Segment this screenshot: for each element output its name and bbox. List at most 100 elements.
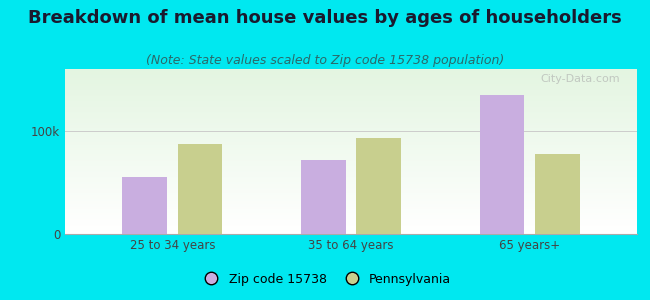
Bar — [65, 173, 637, 174]
Text: (Note: State values scaled to Zip code 15738 population): (Note: State values scaled to Zip code 1… — [146, 54, 504, 67]
Bar — [65, 142, 637, 143]
Bar — [65, 216, 637, 217]
Bar — [65, 118, 637, 119]
Bar — [65, 141, 637, 142]
Bar — [65, 85, 637, 86]
Bar — [65, 193, 637, 194]
Bar — [65, 210, 637, 211]
Bar — [65, 108, 637, 109]
Bar — [65, 131, 637, 132]
Bar — [65, 220, 637, 221]
Bar — [65, 72, 637, 73]
Bar — [65, 114, 637, 115]
Bar — [65, 208, 637, 209]
Bar — [65, 171, 637, 172]
Bar — [65, 218, 637, 219]
Bar — [301, 160, 346, 234]
Bar — [65, 109, 637, 110]
Bar — [65, 212, 637, 213]
Bar — [65, 184, 637, 185]
Bar — [65, 232, 637, 233]
Bar — [65, 98, 637, 99]
Bar — [65, 138, 637, 139]
Bar — [535, 154, 580, 234]
Bar — [65, 221, 637, 222]
Bar — [65, 157, 637, 158]
Bar — [65, 95, 637, 96]
Bar — [65, 197, 637, 198]
Bar — [65, 231, 637, 232]
Bar — [65, 205, 637, 206]
Bar — [65, 135, 637, 136]
Bar — [65, 230, 637, 231]
Bar — [65, 117, 637, 118]
Bar — [65, 201, 637, 202]
Bar — [65, 101, 637, 102]
Text: City-Data.com: City-Data.com — [540, 74, 620, 84]
Bar — [65, 85, 637, 86]
Bar — [65, 207, 637, 208]
Bar — [65, 149, 637, 150]
Legend: Zip code 15738, Pennsylvania: Zip code 15738, Pennsylvania — [194, 268, 456, 291]
Bar — [65, 177, 637, 178]
Bar — [65, 146, 637, 147]
Bar — [65, 154, 637, 155]
Bar — [65, 87, 637, 88]
Bar — [65, 83, 637, 84]
Bar — [65, 129, 637, 130]
Bar — [65, 213, 637, 214]
Bar — [65, 80, 637, 81]
Bar — [65, 211, 637, 212]
Bar — [65, 119, 637, 120]
Bar — [65, 81, 637, 82]
Bar — [65, 139, 637, 140]
Bar — [65, 137, 637, 138]
Bar — [65, 102, 637, 103]
Bar — [65, 178, 637, 179]
Bar — [65, 69, 637, 70]
Bar — [65, 182, 637, 183]
Bar — [65, 147, 637, 148]
Bar — [65, 130, 637, 131]
Bar — [65, 120, 637, 121]
Bar — [65, 70, 637, 71]
Bar — [65, 204, 637, 205]
Bar — [65, 226, 637, 227]
Text: Breakdown of mean house values by ages of householders: Breakdown of mean house values by ages o… — [28, 9, 622, 27]
Bar — [65, 165, 637, 166]
Bar — [65, 89, 637, 90]
Bar — [65, 91, 637, 92]
Bar — [65, 158, 637, 159]
Bar — [65, 228, 637, 229]
Bar — [65, 144, 637, 145]
Bar — [65, 229, 637, 230]
Bar — [65, 223, 637, 224]
Bar — [65, 195, 637, 196]
Bar — [65, 113, 637, 114]
Bar — [65, 168, 637, 169]
Bar — [65, 160, 637, 161]
Bar — [65, 74, 637, 75]
Bar — [65, 118, 637, 119]
Bar — [65, 179, 637, 180]
Bar — [65, 200, 637, 201]
Bar — [65, 116, 637, 117]
Bar — [65, 77, 637, 78]
Bar — [65, 187, 637, 188]
Bar — [65, 156, 637, 157]
Bar — [65, 167, 637, 168]
Bar — [65, 134, 637, 135]
Bar — [65, 84, 637, 85]
Bar — [65, 93, 637, 94]
Bar — [65, 214, 637, 215]
Bar — [122, 177, 167, 234]
Bar — [65, 99, 637, 100]
Bar — [65, 107, 637, 108]
Bar — [65, 189, 637, 190]
Bar — [65, 224, 637, 225]
Bar — [65, 133, 637, 134]
Bar — [65, 125, 637, 126]
Bar — [65, 176, 637, 177]
Bar — [65, 151, 637, 152]
Bar — [65, 111, 637, 112]
